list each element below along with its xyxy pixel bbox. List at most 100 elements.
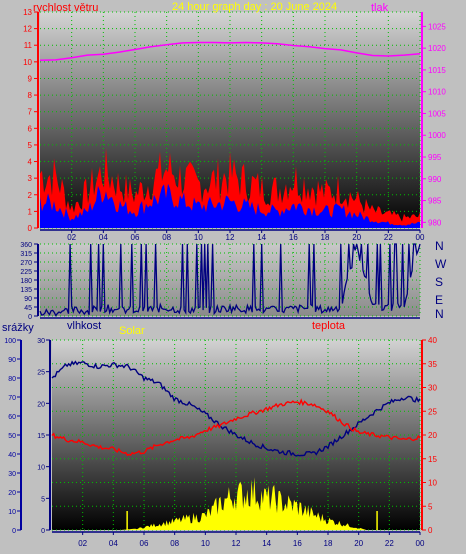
climate-x-tick-label: 20 (354, 539, 363, 548)
series-layer (39, 41, 421, 530)
humidity-axis-tick-label: 0 (41, 528, 45, 535)
wind-speed-area (40, 183, 420, 228)
rain-axis-title: srážky (2, 322, 34, 334)
climate-x-tick-label: 14 (262, 539, 271, 548)
compass-label-n-top: N (435, 239, 444, 253)
wind-axis-tick-label: 1 (28, 207, 33, 216)
wind-x-tick-label: 04 (99, 233, 108, 242)
pressure-axis-tick-label: 1005 (428, 109, 446, 118)
wind-direction-line (39, 243, 421, 317)
direction-axis-tick-label: 315 (20, 251, 32, 258)
climate-x-tick-label: 00 (416, 539, 425, 548)
direction-axis-tick-label: 135 (20, 287, 32, 294)
rain-axis-tick-label: 40 (8, 452, 16, 459)
pressure-axis-tick-label: 990 (428, 175, 442, 184)
pressure-axis-tick-label: 995 (428, 153, 442, 162)
direction-axis-tick-label: 360 (20, 242, 32, 249)
temperature-axis-tick-label: 0 (428, 526, 433, 535)
temperature-axis-title: teplota (312, 320, 346, 332)
solar-label: Solar (119, 325, 145, 337)
wind-x-tick-label: 18 (321, 233, 330, 242)
direction-axis-tick-label: 225 (20, 269, 32, 276)
pressure-axis-title: tlak (371, 2, 389, 14)
wind-x-tick-label: 08 (162, 233, 171, 242)
climate-x-tick-label: 06 (140, 539, 149, 548)
temperature-axis-tick-label: 25 (428, 407, 437, 416)
temperature-axis-tick-label: 30 (428, 384, 437, 393)
humidity-axis-tick-label: 5 (41, 496, 45, 503)
temperature-axis-tick-label: 35 (428, 360, 437, 369)
wind-axis-tick-label: 3 (28, 174, 33, 183)
wind-x-tick-label: 16 (289, 233, 298, 242)
pressure-axis-tick-label: 1015 (428, 66, 446, 75)
climate-x-tick-label: 12 (232, 539, 241, 548)
wind-x-tick-label: 10 (194, 233, 203, 242)
wind-axis-tick-label: 9 (28, 74, 33, 83)
climate-x-tick-label: 22 (385, 539, 394, 548)
wind-axis-tick-label: 5 (28, 141, 33, 150)
pressure-axis-tick-label: 980 (428, 218, 442, 227)
direction-axis-tick-label: 270 (20, 260, 32, 267)
climate-x-tick-label: 16 (293, 539, 302, 548)
compass-label-w: W (435, 257, 447, 271)
temperature-axis-tick-label: 10 (428, 479, 437, 488)
pressure-axis-tick-label: 1020 (428, 44, 446, 53)
wind-x-tick-label: 02 (67, 233, 76, 242)
wind-x-tick-label: 20 (352, 233, 361, 242)
pressure-axis-tick-label: 1010 (428, 88, 446, 97)
wind-x-tick-label: 22 (384, 233, 393, 242)
direction-axis-tick-label: 90 (24, 296, 32, 303)
solar-area (52, 477, 420, 530)
climate-x-tick-label: 02 (78, 539, 87, 548)
axes-layer: 0123456789101112139809859909951000100510… (4, 8, 446, 548)
wind-axis-tick-label: 11 (24, 41, 33, 50)
rain-axis-tick-label: 70 (8, 395, 16, 402)
chart-title: 24 hour graph day : 20 June 2024 (172, 1, 337, 13)
direction-axis-tick-label: 45 (24, 305, 32, 312)
humidity-axis-tick-label: 25 (37, 370, 45, 377)
compass-label-n-bottom: N (435, 307, 444, 321)
temperature-axis-tick-label: 20 (428, 431, 437, 440)
climate-x-tick-label: 04 (109, 539, 118, 548)
temperature-axis-tick-label: 5 (428, 502, 433, 511)
wind-axis-tick-label: 6 (28, 124, 33, 133)
climate-x-tick-label: 10 (201, 539, 210, 548)
rain-axis-tick-label: 100 (4, 338, 16, 345)
temperature-axis-tick-label: 40 (428, 336, 437, 345)
rain-axis-tick-label: 20 (8, 490, 16, 497)
wind-axis-tick-label: 10 (23, 58, 32, 67)
compass-label-s: S (435, 275, 443, 289)
humidity-axis-title: vlhkost (67, 320, 101, 332)
wind-axis-tick-label: 4 (28, 158, 33, 167)
wind-x-tick-label: 06 (131, 233, 140, 242)
wind-x-tick-label: 12 (226, 233, 235, 242)
wind-axis-tick-label: 7 (28, 108, 33, 117)
rain-axis-tick-label: 10 (8, 509, 16, 516)
humidity-axis-tick-label: 15 (37, 433, 45, 440)
climate-x-tick-label: 18 (324, 539, 333, 548)
humidity-axis-tick-label: 10 (37, 465, 45, 472)
pressure-axis-tick-label: 1025 (428, 22, 446, 31)
wind-axis-title: rychlost větru (33, 2, 98, 14)
temperature-line (51, 398, 421, 457)
direction-axis-tick-label: 180 (20, 278, 32, 285)
wind-axis-tick-label: 2 (28, 191, 33, 200)
climate-x-tick-label: 08 (170, 539, 179, 548)
rain-axis-tick-label: 90 (8, 357, 16, 364)
humidity-line (51, 360, 421, 457)
pressure-line (39, 41, 421, 62)
wind-axis-tick-label: 0 (28, 224, 33, 233)
wind-axis-tick-label: 13 (23, 8, 32, 17)
temperature-axis-tick-label: 15 (428, 455, 437, 464)
wind-axis-tick-label: 8 (28, 91, 33, 100)
rain-axis-tick-label: 80 (8, 376, 16, 383)
pressure-axis-tick-label: 1000 (428, 131, 446, 140)
humidity-axis-tick-label: 30 (37, 338, 45, 345)
wind-x-tick-label: 14 (257, 233, 266, 242)
rain-axis-tick-label: 30 (8, 471, 16, 478)
rain-axis-tick-label: 50 (8, 433, 16, 440)
pressure-axis-tick-label: 985 (428, 197, 442, 206)
rain-axis-tick-label: 60 (8, 414, 16, 421)
